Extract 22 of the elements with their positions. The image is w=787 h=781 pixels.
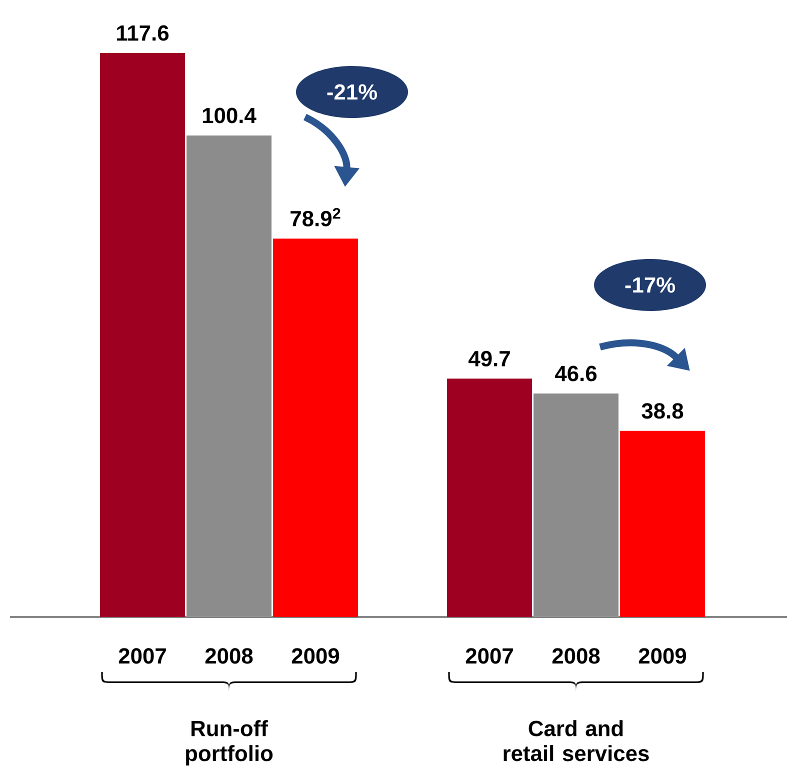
data-label: 78.9$^{2}$: [290, 208, 340, 226]
series-label: 2009: [292, 648, 340, 664]
series-label: 2007: [118, 648, 166, 664]
x-tick-label: Card and retail services: [504, 720, 649, 762]
annotation: -21%: [327, 84, 378, 100]
data-label: 46.6: [555, 366, 597, 382]
data-label: 49.7: [468, 350, 510, 366]
text: 2009: [638, 648, 686, 664]
bar: [447, 378, 532, 617]
text: 2008: [552, 648, 600, 664]
bar: [100, 52, 186, 617]
data-label: 38.8: [642, 403, 684, 419]
data-label: 117.6: [117, 25, 169, 41]
text: 2007: [466, 648, 513, 664]
bar: [273, 238, 358, 617]
annotation: -17%: [625, 277, 676, 293]
bar: [186, 135, 272, 617]
data-label: 100.4: [202, 108, 256, 124]
bar: [534, 393, 619, 617]
series-label: 2008: [205, 648, 253, 664]
bar: [620, 430, 706, 617]
x-tick-label: Run-off portfolio: [186, 720, 273, 766]
